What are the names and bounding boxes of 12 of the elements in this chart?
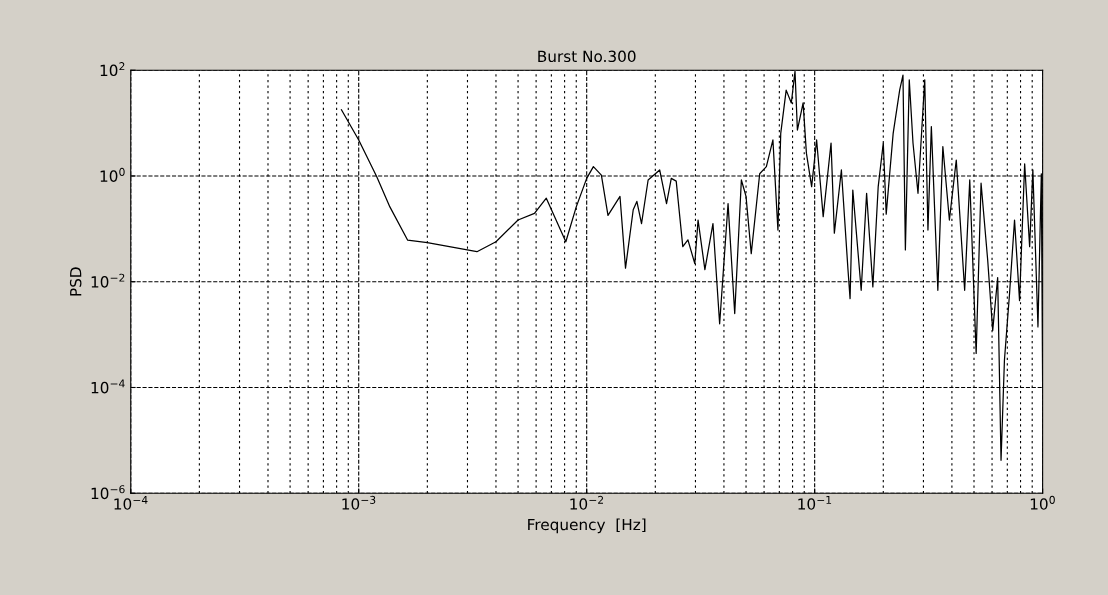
y-tick-label: 10$^{2}$ — [100, 62, 125, 77]
x-tick-label: 10$^{−1}$ — [798, 495, 832, 510]
y-axis-title: PSD — [69, 267, 82, 296]
y-tick-label: 10$^{−2}$ — [91, 273, 125, 288]
x-tick-label: 10$^{−4}$ — [114, 495, 148, 510]
x-tick-label: 10$^{−3}$ — [342, 495, 376, 510]
x-tick-label: 10$^{0}$ — [1030, 495, 1055, 510]
chart-title: Burst No.300 — [538, 50, 636, 63]
y-tick-label: 10$^{0}$ — [100, 167, 125, 182]
x-tick-label: 10$^{−2}$ — [570, 495, 604, 510]
y-tick-label: 10$^{−4}$ — [91, 379, 125, 394]
x-axis-title: Frequency [Hz] — [528, 518, 646, 534]
